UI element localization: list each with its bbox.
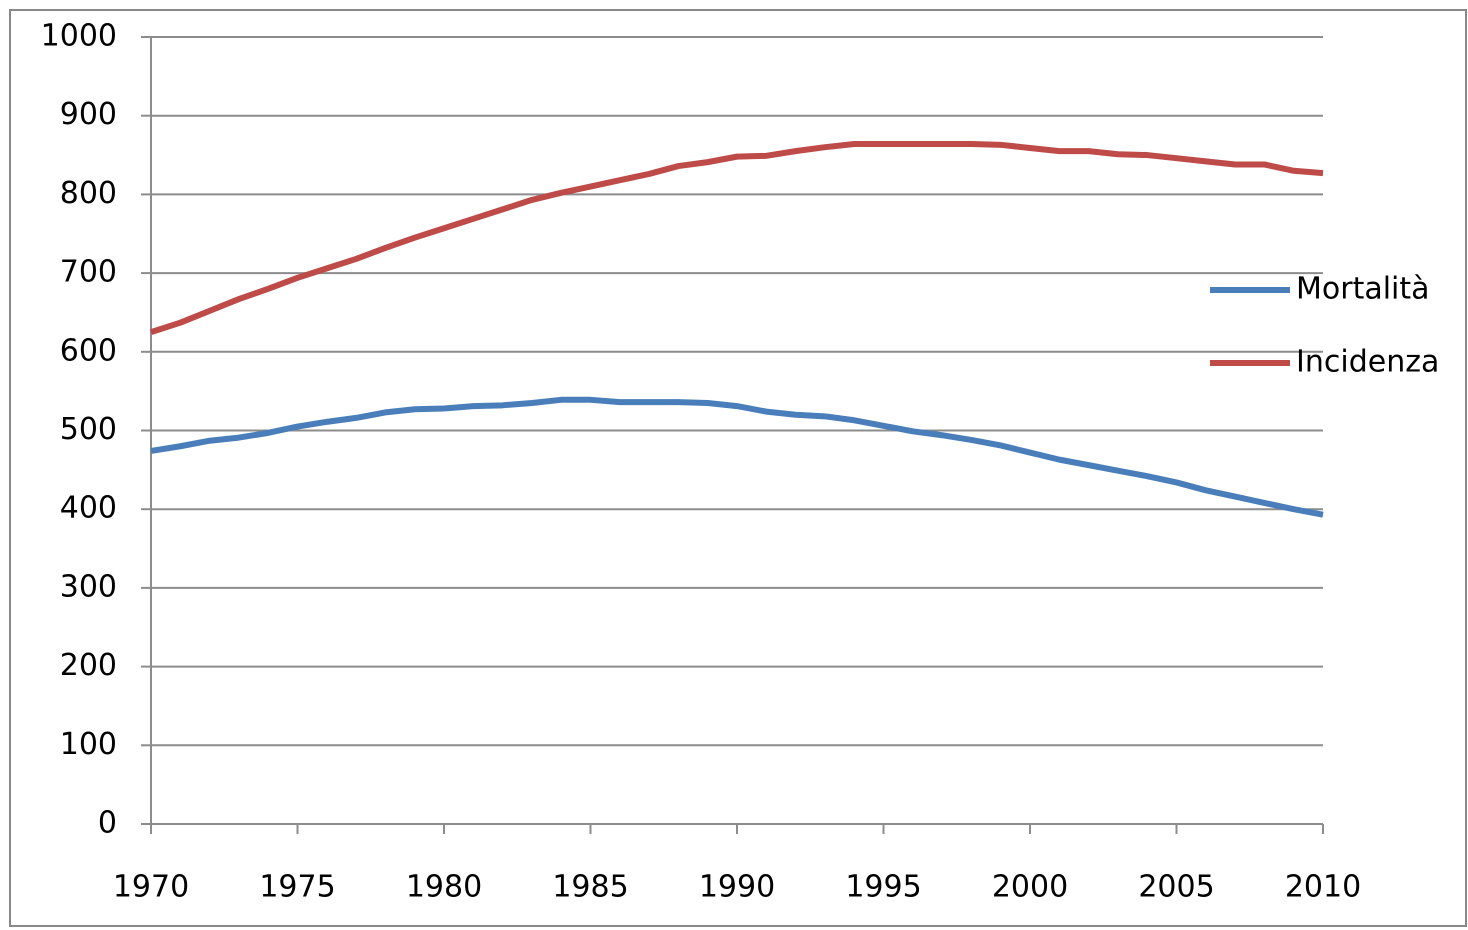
x-tick-label: 2000 [992, 870, 1068, 905]
x-tick-label: 1995 [845, 870, 921, 905]
y-tick-label: 600 [60, 333, 117, 368]
x-tick-label: 1980 [406, 870, 482, 905]
x-tick-label: 1990 [699, 870, 775, 905]
line-series [150, 141, 1324, 335]
y-tick-label: 200 [60, 648, 117, 683]
x-tick-label: 1975 [259, 870, 335, 905]
y-tick-label: 700 [60, 255, 117, 290]
x-tick-label: 1985 [552, 870, 628, 905]
x-tick-label: 2005 [1138, 870, 1214, 905]
y-tick-label: 100 [60, 727, 117, 762]
y-tick-label: 500 [60, 412, 117, 447]
y-tick-label: 1000 [41, 19, 117, 54]
line-series [150, 396, 1324, 518]
y-tick-label: 800 [60, 176, 117, 211]
legend-label: Incidenza [1296, 345, 1439, 380]
y-tick-label: 0 [98, 806, 117, 841]
legend-label: Mortalità [1296, 272, 1430, 307]
y-tick-label: 400 [60, 491, 117, 526]
x-tick-label: 1970 [113, 870, 189, 905]
chart-border [9, 9, 1467, 927]
y-tick-label: 300 [60, 569, 117, 604]
x-tick-label: 2010 [1285, 870, 1361, 905]
y-tick-label: 900 [60, 97, 117, 132]
